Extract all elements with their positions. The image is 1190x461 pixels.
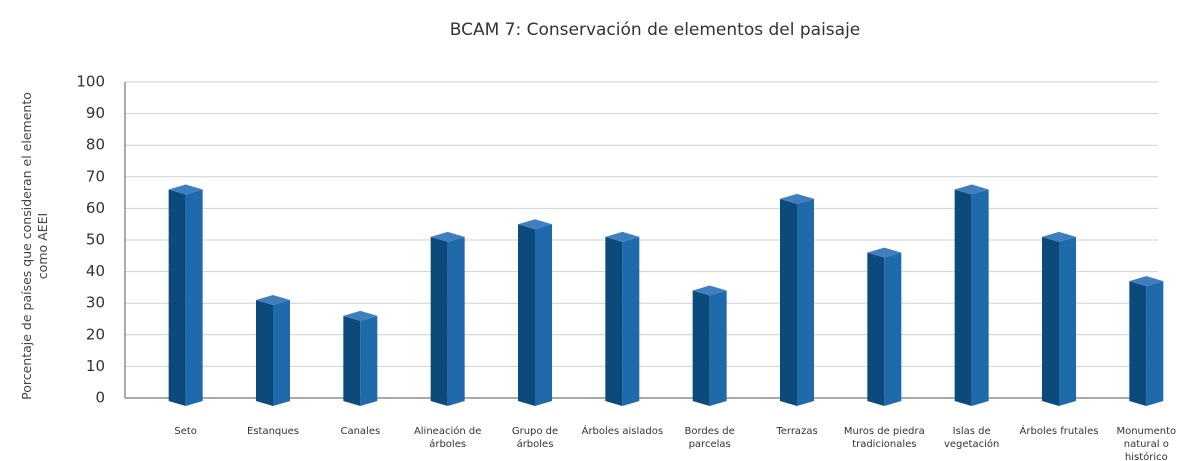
x-tick-label: Árboles frutales [1019, 426, 1099, 437]
y-axis-label: Porcentaje de países que consideran el e… [19, 92, 50, 400]
bar-front [954, 189, 972, 406]
bar-side [185, 189, 203, 406]
bar-top [1129, 276, 1164, 287]
bar-side [884, 252, 902, 406]
bar-front [256, 300, 273, 406]
y-tick-label: 70 [86, 167, 105, 185]
bar-top [1042, 231, 1076, 242]
bar-side [1146, 281, 1164, 406]
bar-front [1042, 236, 1059, 406]
bar-front [430, 236, 448, 406]
bar-front [605, 236, 623, 406]
bar-side [447, 236, 465, 406]
bar-top [256, 295, 290, 306]
bar-front [692, 290, 710, 406]
bar-side [1059, 236, 1076, 406]
bar-top [605, 231, 640, 242]
y-tick-label: 30 [86, 294, 105, 312]
y-tick-label: 90 [86, 104, 105, 122]
x-tick-label: Islas de vegetación [943, 426, 1000, 450]
bar-top [692, 285, 727, 296]
bar-top [518, 219, 552, 230]
bar-top [168, 184, 203, 195]
bar-top [954, 184, 989, 195]
bar-front [518, 224, 535, 406]
x-tick-label: Alineación de árboles [413, 426, 482, 450]
x-tick-label: Terrazas [776, 426, 818, 437]
y-tick-label: 20 [86, 325, 105, 343]
x-tick-label: Muros de piedra tradicionales [843, 426, 925, 450]
y-tick-label: 100 [76, 73, 105, 91]
bar-side [797, 198, 814, 406]
x-tick-label: Seto [174, 426, 197, 437]
y-tick-label: 0 [95, 389, 105, 407]
bar-front [867, 252, 885, 406]
bar-top [343, 310, 378, 321]
bar-side [622, 236, 640, 406]
x-tick-label: Canales [340, 426, 381, 437]
bar-front [1129, 281, 1147, 406]
bar-top [430, 231, 465, 242]
x-tick-label: Árboles aislados [581, 426, 664, 437]
bar-side [535, 224, 552, 406]
x-tick-label: Estanques [247, 426, 299, 437]
y-tick-label: 60 [86, 199, 105, 217]
bar-front [780, 198, 797, 406]
bar-side [709, 290, 727, 406]
y-tick-label: 50 [86, 231, 105, 249]
x-tick-label: Bordes de parcelas [684, 426, 735, 450]
bar-side [971, 189, 989, 406]
chart-title: BCAM 7: Conservación de elementos del pa… [450, 20, 861, 40]
y-tick-label: 10 [86, 357, 105, 375]
bar-top [780, 193, 814, 204]
bar-front [168, 189, 186, 406]
bar-top [867, 247, 902, 258]
y-tick-label: 40 [86, 262, 105, 280]
x-tick-label: Grupo de árboles [511, 426, 559, 450]
bar-side [360, 315, 378, 406]
x-tick-label: Monumento natural o histórico [1116, 426, 1177, 461]
bar-side [273, 300, 290, 406]
y-tick-label: 80 [86, 136, 105, 154]
bar-front [343, 315, 361, 406]
